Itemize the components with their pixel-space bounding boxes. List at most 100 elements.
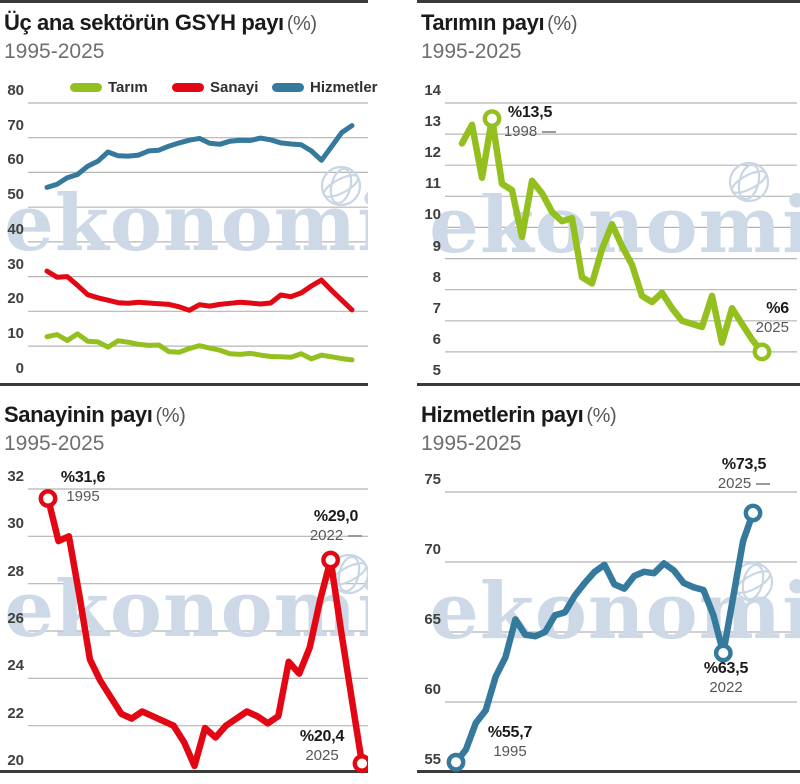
chart-title-suffix: (%) bbox=[155, 405, 186, 427]
watermark-text: ekonomi bbox=[4, 564, 368, 655]
leader-dash bbox=[348, 535, 363, 537]
y-axis-label: 7 bbox=[432, 299, 441, 317]
top-rule bbox=[0, 0, 368, 3]
globe-watermark-icon bbox=[728, 161, 770, 203]
annotation-1995-start: %31,6 1995 bbox=[56, 469, 110, 506]
legend-label: Sanayi bbox=[210, 79, 259, 96]
y-axis-label: 40 bbox=[7, 220, 24, 238]
y-axis-label: 75 bbox=[424, 471, 441, 488]
chart-subtitle: 1995-2025 bbox=[4, 40, 105, 63]
hizmetler-line-chart: 75 70 65 60 55 ekonomi bbox=[417, 386, 800, 774]
legend-item-hizmetler: Hizmetler bbox=[272, 79, 378, 96]
y-axis-label: 20 bbox=[7, 752, 24, 769]
sanayi-line-chart: 32 30 28 26 24 22 20 ekonomi bbox=[0, 386, 368, 774]
top-rule bbox=[417, 0, 800, 3]
chart-card-hizmetler: Hizmetlerin payı (%) 1995-2025 75 70 65 60 55… bbox=[417, 386, 800, 774]
chart-canvas: ekonomi bbox=[4, 488, 368, 773]
annotation-2025-end: %73,5 2025 bbox=[711, 456, 777, 493]
y-axis-label: 20 bbox=[7, 290, 24, 308]
chart-title-text: Tarımın payı bbox=[421, 10, 545, 35]
legend-label: Hizmetler bbox=[310, 79, 378, 96]
annotation-2025-end: %20,4 2025 bbox=[294, 728, 350, 765]
combined-line-chart: 80 70 60 50 40 30 20 10 0 ekonomi bbox=[0, 0, 368, 386]
y-axis-label: 60 bbox=[7, 151, 24, 169]
annotation-2022-dip: %63,5 2022 bbox=[695, 660, 757, 697]
chart-canvas: ekonomi bbox=[429, 102, 800, 362]
y-axis-label: 32 bbox=[7, 468, 24, 485]
chart-title-text: Hizmetlerin payı bbox=[421, 402, 584, 427]
data-point-marker bbox=[321, 550, 340, 570]
y-axis-label: 65 bbox=[424, 611, 441, 628]
annotation-year: 2025 bbox=[711, 475, 777, 493]
y-axis-label: 9 bbox=[432, 237, 441, 255]
y-axis-label: 30 bbox=[7, 515, 24, 533]
y-axis-label: 24 bbox=[7, 657, 24, 675]
chart-title-text: Sanayinin payı bbox=[4, 402, 153, 427]
bottom-axis-rule bbox=[417, 383, 800, 386]
series-line-hizmetler bbox=[452, 509, 757, 766]
legend-swatch-sanayi bbox=[172, 83, 204, 92]
chart-title-text: Üç ana sektörün GSYH payı bbox=[4, 10, 284, 35]
annotation-value: %55,7 bbox=[487, 724, 533, 741]
annotation-year: 2025 bbox=[305, 747, 339, 764]
bottom-axis-rule bbox=[0, 770, 368, 773]
y-axis-label: 8 bbox=[432, 268, 441, 286]
y-axis-label: 6 bbox=[432, 330, 441, 348]
y-axis-label: 70 bbox=[7, 116, 24, 134]
annotation-2022-peak: %29,0 2022 bbox=[306, 508, 366, 545]
y-axis-label: 60 bbox=[424, 681, 441, 698]
chart-title: Hizmetlerin payı (%) bbox=[421, 402, 617, 428]
leader-dash bbox=[542, 131, 557, 133]
chart-card-tarim: Tarımın payı (%) 1995-2025 14 13 12 11 10 9 8 7 6… bbox=[417, 0, 800, 386]
y-axis-label: 22 bbox=[7, 704, 24, 722]
chart-canvas: ekonomi bbox=[4, 102, 368, 363]
y-axis-label: 14 bbox=[424, 82, 441, 99]
annotation-value: %31,6 bbox=[60, 469, 106, 486]
y-axis-label: 0 bbox=[15, 359, 24, 377]
annotation-value: %73,5 bbox=[721, 456, 767, 473]
annotation-value: %29,0 bbox=[313, 508, 359, 525]
y-axis-label: 80 bbox=[7, 82, 24, 99]
legend-swatch-hizmetler bbox=[272, 83, 304, 92]
data-point-marker bbox=[482, 109, 502, 129]
chart-card-combined: Üç ana sektörün GSYH payı (%) 1995-2025 T… bbox=[0, 0, 378, 386]
y-axis-label: 10 bbox=[7, 325, 24, 343]
chart-subtitle: 1995-2025 bbox=[421, 432, 522, 455]
chart-canvas: ekonomi bbox=[429, 491, 800, 772]
chart-title-suffix: (%) bbox=[586, 405, 617, 427]
annotation-1998-peak: %13,5 1998 bbox=[501, 104, 559, 141]
y-axis-label: 13 bbox=[424, 113, 441, 131]
annotation-1995-start: %55,7 1995 bbox=[479, 724, 541, 761]
annotation-year: 2022 bbox=[709, 679, 743, 696]
chart-title: Üç ana sektörün GSYH payı (%) bbox=[4, 10, 317, 36]
y-axis-label: 5 bbox=[432, 361, 441, 379]
data-point-marker bbox=[713, 643, 733, 663]
series-line-sanayi bbox=[44, 495, 366, 770]
data-point-marker bbox=[752, 342, 772, 362]
bottom-axis-rule bbox=[0, 383, 368, 386]
y-axis-label: 50 bbox=[7, 186, 24, 204]
y-axis-label: 30 bbox=[7, 255, 24, 273]
data-point-marker bbox=[38, 489, 58, 508]
chart-card-sanayi: Sanayinin payı (%) 1995-2025 32 30 28 26 24 22… bbox=[0, 386, 368, 774]
legend-item-tarim: Tarım bbox=[70, 79, 148, 96]
chart-subtitle: 1995-2025 bbox=[421, 40, 522, 63]
series-line-sanayi bbox=[44, 268, 355, 313]
data-point-marker bbox=[743, 503, 763, 523]
annotation-year: 1995 bbox=[493, 743, 527, 760]
y-axis-label: 12 bbox=[424, 144, 441, 162]
annotation-year: 2025 bbox=[755, 319, 789, 336]
chart-subtitle: 1995-2025 bbox=[4, 432, 105, 455]
chart-title: Sanayinin payı (%) bbox=[4, 402, 186, 428]
legend-item-sanayi: Sanayi bbox=[172, 79, 258, 96]
annotation-year: 2022 bbox=[306, 527, 366, 545]
leader-dash bbox=[756, 483, 771, 485]
annotation-value: %63,5 bbox=[703, 660, 749, 677]
annotation-value: %20,4 bbox=[299, 728, 345, 745]
data-point-marker bbox=[446, 752, 466, 772]
y-axis-label: 26 bbox=[7, 610, 24, 627]
data-point-marker bbox=[352, 754, 368, 773]
tarim-line-chart: 14 13 12 11 10 9 8 7 6 5 ekonomi bbox=[417, 0, 800, 386]
annotation-year: 1998 bbox=[501, 123, 559, 141]
